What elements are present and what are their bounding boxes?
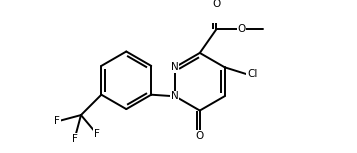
Text: N: N [171, 91, 179, 101]
Text: O: O [196, 131, 204, 141]
Text: Cl: Cl [247, 69, 257, 79]
Text: F: F [72, 134, 77, 144]
Text: F: F [54, 116, 60, 126]
Text: O: O [237, 24, 246, 34]
Text: F: F [94, 129, 100, 139]
Text: N: N [171, 62, 179, 72]
Text: O: O [212, 0, 221, 9]
